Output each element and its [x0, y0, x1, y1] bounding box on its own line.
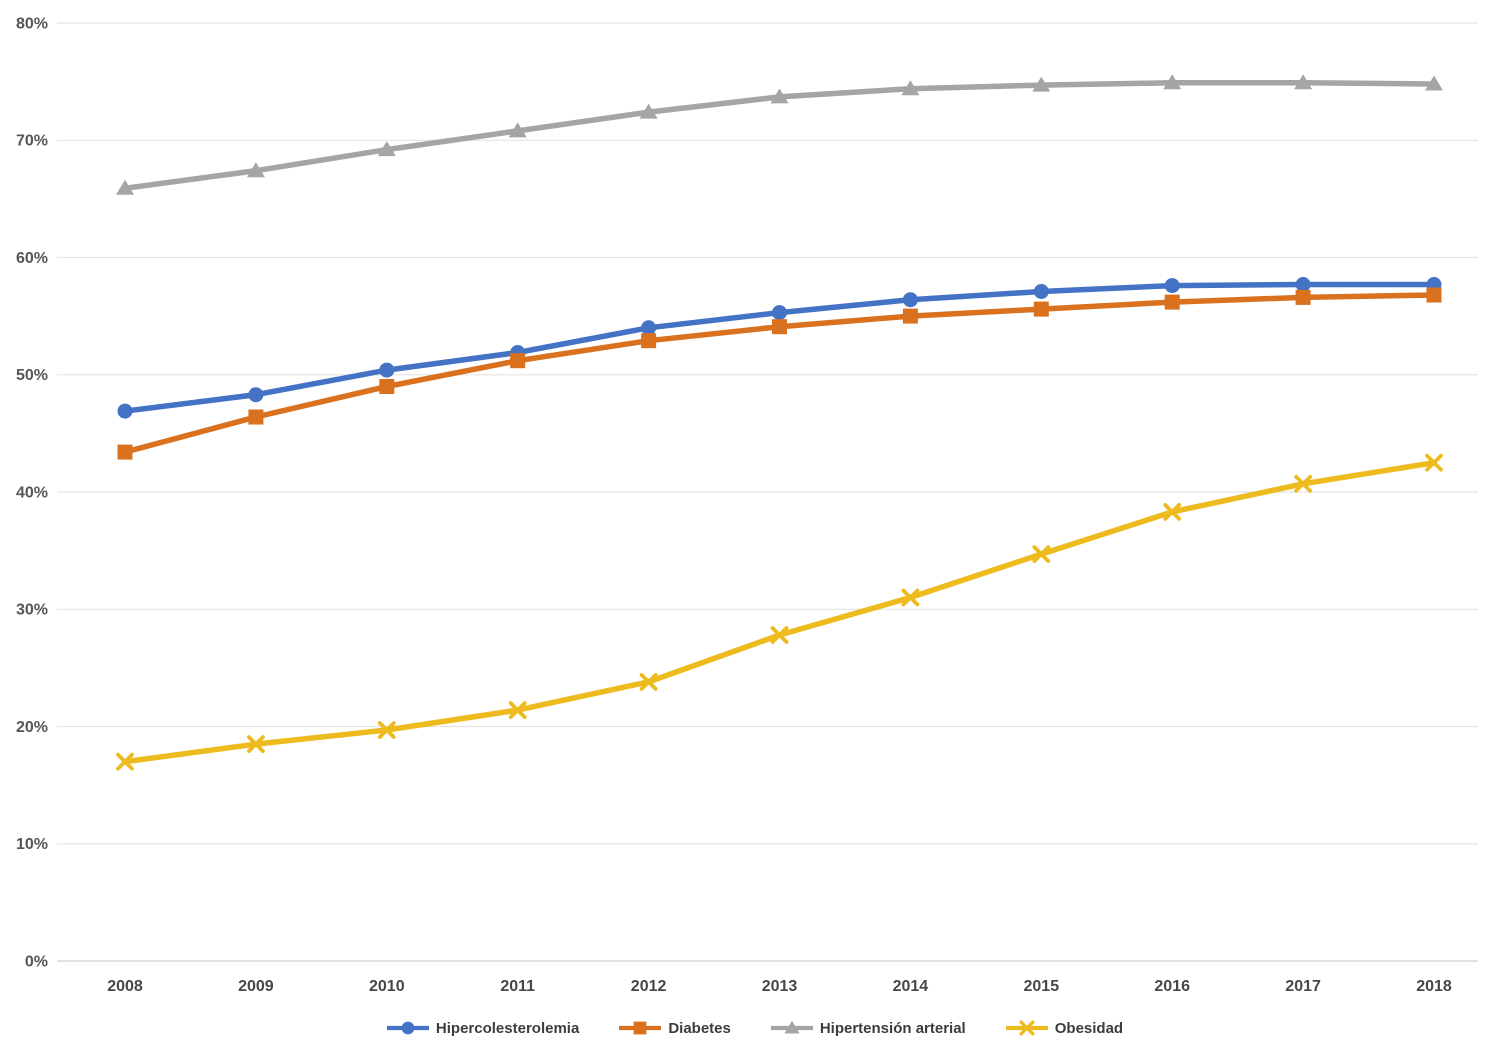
marker-hipertension-arterial-2008 — [116, 179, 134, 195]
marker-hipertension-arterial-2014 — [901, 80, 920, 96]
marker-hipercolesterolemia-2016 — [1164, 278, 1180, 294]
marker-diabetes-2012 — [641, 333, 657, 349]
legend-item-hipercolesterolemia: Hipercolesterolemia — [385, 1019, 579, 1037]
marker-hipertension-arterial-2012 — [639, 103, 658, 119]
marker-diabetes-2008 — [117, 444, 133, 460]
legend-item-diabetes: Diabetes — [617, 1019, 731, 1037]
legend-item-obesidad: Obesidad — [1004, 1019, 1123, 1037]
marker-hipertension-arterial-2010 — [377, 141, 396, 157]
marker-obesidad-2012 — [639, 673, 658, 691]
x-axis-tick-label: 2013 — [762, 978, 798, 995]
x-axis-tick-label: 2018 — [1416, 978, 1452, 995]
marker-hipercolesterolemia-2008 — [117, 403, 133, 419]
y-axis-tick-label: 0% — [25, 953, 48, 970]
marker-diabetes-2011 — [510, 353, 526, 369]
x-axis-tick-label: 2011 — [500, 978, 535, 995]
marker-diabetes-2017 — [1295, 289, 1311, 305]
marker-hipercolesterolemia-2015 — [1033, 284, 1049, 299]
x-axis-tick-label: 2017 — [1285, 978, 1321, 995]
marker-obesidad-2015 — [1032, 545, 1051, 563]
marker-obesidad-2008 — [116, 752, 134, 771]
series-line-obesidad — [122, 459, 1437, 765]
legend-marker-square-icon — [633, 1021, 647, 1035]
marker-obesidad-2013 — [770, 626, 789, 644]
marker-hipercolesterolemia-2013 — [772, 305, 787, 321]
x-axis-tick-label: 2010 — [369, 978, 405, 995]
x-axis-tick-label: 2015 — [1024, 978, 1060, 995]
marker-hipertension-arterial-2013 — [770, 88, 789, 104]
legend-swatch-hipercolesterolemia — [386, 1021, 429, 1035]
legend-label-diabetes: Diabetes — [668, 1019, 731, 1037]
legend-item-hipertension-arterial: Hipertensión arterial — [769, 1019, 966, 1037]
marker-obesidad-2011 — [508, 701, 527, 719]
marker-hipertension-arterial-2016 — [1163, 74, 1182, 90]
legend: Hipercolesterolemia Diabetes Hipertensión … — [0, 1019, 1508, 1037]
x-axis-tick-label: 2012 — [631, 978, 667, 995]
marker-hipercolesterolemia-2017 — [1295, 277, 1311, 292]
y-axis-tick-label: 60% — [16, 250, 48, 267]
legend-label-hipercolesterolemia: Hipercolesterolemia — [435, 1019, 580, 1037]
legend-label-obesidad: Obesidad — [1054, 1019, 1124, 1037]
y-axis-tick-label: 50% — [16, 367, 48, 384]
legend-swatch-diabetes — [619, 1021, 662, 1035]
marker-hipercolesterolemia-2012 — [641, 320, 657, 336]
marker-hipertension-arterial-2017 — [1294, 74, 1313, 90]
marker-obesidad-2014 — [901, 588, 920, 607]
x-axis-tick-label: 2008 — [107, 978, 143, 995]
marker-obesidad-2016 — [1163, 503, 1182, 521]
y-axis-tick-label: 40% — [16, 484, 48, 501]
marker-diabetes-2018 — [1426, 287, 1442, 303]
marker-diabetes-2010 — [379, 379, 395, 394]
marker-hipertension-arterial-2018 — [1425, 75, 1443, 91]
legend-marker-triangle-icon — [784, 1020, 800, 1034]
y-axis-tick-label: 80% — [16, 15, 48, 32]
marker-diabetes-2014 — [902, 308, 918, 324]
marker-diabetes-2009 — [248, 409, 264, 425]
marker-obesidad-2017 — [1294, 474, 1312, 493]
marker-hipercolesterolemia-2014 — [902, 292, 918, 308]
y-axis-tick-label: 70% — [16, 133, 48, 150]
x-axis-tick-label: 2014 — [893, 978, 929, 995]
marker-diabetes-2013 — [772, 319, 787, 335]
y-axis-tick-label: 30% — [16, 602, 48, 619]
legend-marker-circle-icon — [401, 1021, 415, 1035]
marker-obesidad-2010 — [377, 721, 396, 739]
marker-hipertension-arterial-2011 — [508, 122, 527, 138]
y-axis-tick-label: 20% — [16, 719, 48, 736]
marker-obesidad-2018 — [1425, 453, 1443, 472]
legend-label-hipertension-arterial: Hipertensión arterial — [819, 1019, 966, 1037]
marker-hipercolesterolemia-2010 — [379, 362, 395, 378]
y-axis-tick-label: 10% — [16, 836, 48, 853]
marker-hipertension-arterial-2015 — [1032, 76, 1051, 92]
marker-obesidad-2009 — [247, 735, 265, 753]
x-axis-tick-label: 2016 — [1154, 978, 1190, 995]
marker-diabetes-2015 — [1033, 301, 1049, 317]
marker-hipertension-arterial-2009 — [246, 162, 265, 178]
series-line-hipercolesterolemia — [122, 281, 1437, 414]
marker-diabetes-2016 — [1164, 294, 1180, 310]
x-axis-tick-label: 2009 — [238, 978, 274, 995]
legend-swatch-obesidad — [1005, 1020, 1048, 1036]
legend-swatch-hipertension-arterial — [770, 1020, 813, 1034]
legend-marker-x-icon — [1019, 1020, 1035, 1036]
marker-hipercolesterolemia-2009 — [248, 387, 264, 403]
